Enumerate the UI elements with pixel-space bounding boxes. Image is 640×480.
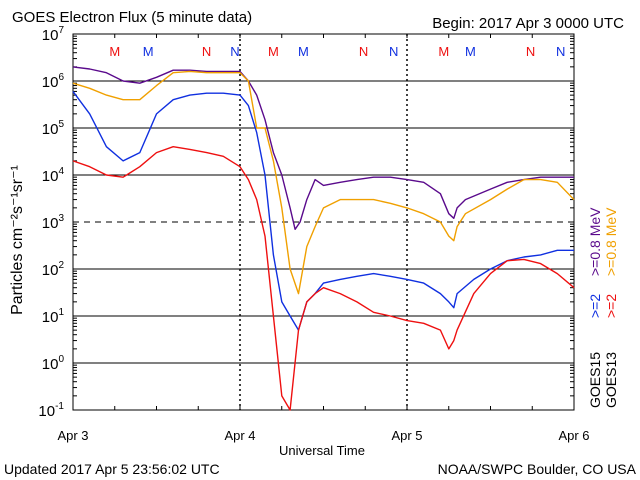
series-line (72, 66, 574, 231)
marker-m: M (268, 44, 279, 59)
y-axis-label: Particles cm⁻²s⁻¹sr⁻¹ (9, 165, 26, 315)
y-tick-label: 106 (42, 72, 65, 91)
marker-n: N (526, 44, 535, 59)
begin-time: Begin: 2017 Apr 3 0000 UTC (432, 15, 624, 32)
marker-n: N (359, 44, 368, 59)
chart-title: GOES Electron Flux (5 minute data) (12, 9, 252, 26)
marker-n: N (389, 44, 398, 59)
legend-item-label: >=2 (587, 294, 603, 318)
credit: NOAA/SWPC Boulder, CO USA (438, 461, 637, 477)
marker-m: M (143, 44, 154, 59)
marker-m: M (298, 44, 309, 59)
legend-group-label: GOES15 (587, 352, 603, 408)
series-lines (72, 66, 575, 411)
x-tick-label: Apr 3 (57, 428, 88, 443)
y-tick-labels: 107 106 105 104 103 102 101 100 10-1 (38, 25, 64, 420)
y-tick-label: 10-1 (38, 401, 64, 420)
x-tick-label: Apr 5 (391, 428, 422, 443)
legend: GOES15 >=2 >=0.8 MeV GOES13 >=2 >=0.8 MeV (587, 207, 619, 408)
marker-n: N (556, 44, 565, 59)
marker-m: M (438, 44, 449, 59)
marker-n: N (202, 44, 211, 59)
x-tick-labels: Apr 3 Apr 4 Apr 5 Apr 6 (57, 428, 589, 443)
grid (72, 34, 575, 410)
y-tick-label: 104 (42, 166, 65, 185)
series-line (72, 70, 575, 295)
legend-group-label: GOES13 (603, 352, 619, 408)
y-tick-label: 100 (42, 354, 65, 373)
marker-m: M (109, 44, 120, 59)
series-line (72, 145, 575, 411)
legend-item-label: >=0.8 MeV (587, 207, 603, 276)
x-axis-label: Universal Time (279, 443, 365, 458)
y-tick-label: 107 (42, 25, 65, 44)
legend-item-label: >=2 (603, 294, 619, 318)
marker-m: M (465, 44, 476, 59)
y-tick-label: 102 (42, 260, 65, 279)
y-tick-label: 103 (42, 213, 65, 232)
plot-frame (72, 33, 575, 411)
y-tick-label: 101 (42, 307, 65, 326)
marker-n: N (230, 44, 239, 59)
x-tick-label: Apr 4 (224, 428, 255, 443)
y-tick-label: 105 (42, 119, 65, 138)
updated-time: Updated 2017 Apr 5 23:56:02 UTC (4, 461, 220, 477)
x-tick-label: Apr 6 (558, 428, 589, 443)
legend-item-label: >=0.8 MeV (603, 207, 619, 276)
